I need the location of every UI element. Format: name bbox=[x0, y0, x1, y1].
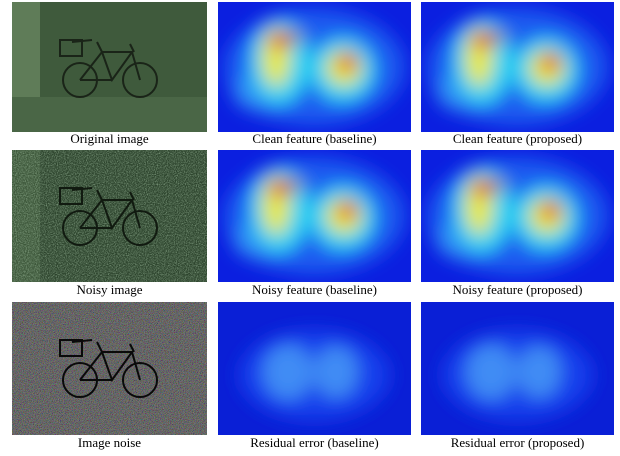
heat-blob bbox=[285, 32, 301, 42]
heat-blob bbox=[488, 32, 504, 42]
heat-blob bbox=[466, 344, 516, 400]
caption: Noisy feature (proposed) bbox=[453, 282, 583, 297]
heat-blob bbox=[517, 346, 561, 398]
caption: Image noise bbox=[78, 435, 141, 450]
heat-blobs bbox=[225, 158, 405, 274]
heat-layer bbox=[421, 2, 614, 132]
heat-blobs bbox=[240, 330, 390, 420]
heat-blob bbox=[338, 201, 358, 219]
caption: Residual error (baseline) bbox=[250, 435, 379, 450]
panel-image bbox=[421, 302, 614, 435]
color-noise bbox=[12, 302, 207, 435]
heat-blob bbox=[488, 180, 504, 190]
heat-layer bbox=[421, 150, 614, 282]
heat-layer bbox=[218, 2, 411, 132]
panel-image bbox=[12, 150, 207, 282]
panel-image bbox=[12, 302, 207, 435]
panel-image bbox=[421, 150, 614, 282]
heat-blob bbox=[285, 180, 301, 190]
heat-blob bbox=[541, 53, 561, 71]
heat-layer bbox=[421, 302, 614, 435]
grain bbox=[12, 150, 207, 282]
heat-blob bbox=[338, 53, 358, 71]
heat-blob bbox=[314, 346, 358, 398]
heat-blobs bbox=[428, 9, 608, 125]
heat-blob bbox=[263, 344, 313, 400]
heat-blobs bbox=[428, 158, 608, 274]
heat-blobs bbox=[225, 9, 405, 125]
panel-image bbox=[218, 2, 411, 132]
caption: Residual error (proposed) bbox=[451, 435, 585, 450]
heat-blob bbox=[541, 201, 561, 219]
panel-image bbox=[218, 150, 411, 282]
figure: Original image Clean feature (baseline) Cl… bbox=[0, 0, 620, 456]
caption: Noisy feature (baseline) bbox=[252, 282, 377, 297]
panel-image bbox=[421, 2, 614, 132]
caption: Original image bbox=[70, 131, 149, 146]
caption: Clean feature (baseline) bbox=[252, 131, 376, 146]
heat-layer bbox=[218, 302, 411, 435]
panel-image bbox=[218, 302, 411, 435]
caption: Clean feature (proposed) bbox=[453, 131, 582, 146]
panel-image bbox=[12, 2, 207, 132]
heat-blobs bbox=[443, 330, 593, 420]
caption: Noisy image bbox=[76, 282, 142, 297]
heat-layer bbox=[218, 150, 411, 282]
floor bbox=[12, 97, 207, 132]
